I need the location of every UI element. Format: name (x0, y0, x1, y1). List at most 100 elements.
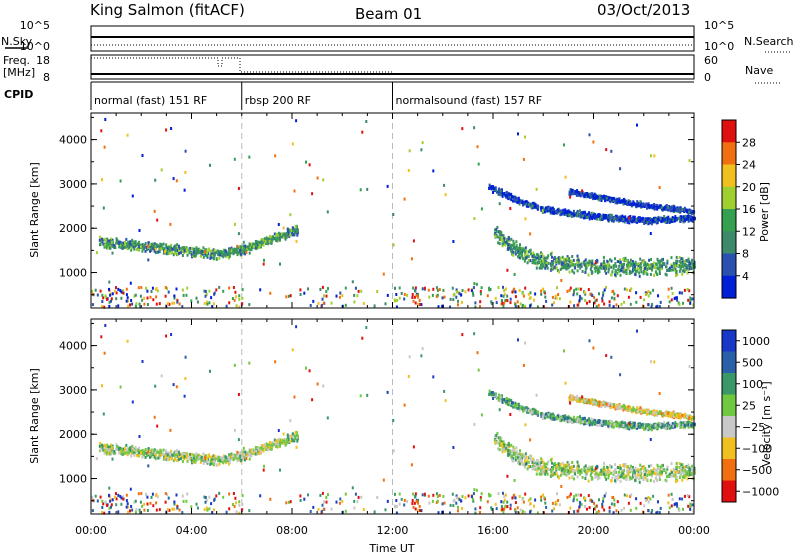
echo-cell (286, 440, 289, 443)
echo-cell (186, 459, 189, 463)
echo-cell (126, 133, 129, 137)
echo-cell (520, 459, 523, 463)
echo-cell (562, 467, 565, 471)
echo-cell (523, 465, 526, 469)
echo-cell (507, 443, 510, 447)
echo-cell (157, 244, 160, 248)
echo-cell (509, 297, 512, 301)
echo-cell (473, 126, 476, 130)
echo-cell (601, 469, 604, 473)
echo-cell (654, 472, 657, 476)
echo-cell (577, 258, 580, 262)
echo-cell (689, 217, 692, 221)
echo-cell (504, 449, 507, 453)
echo-cell (610, 273, 613, 277)
echo-cell (678, 462, 681, 465)
echo-cell (168, 457, 171, 461)
echo-cell (617, 475, 620, 479)
echo-cell (125, 293, 128, 297)
echo-cell (641, 203, 644, 207)
echo-cell (577, 287, 580, 291)
echo-cell (210, 457, 213, 461)
echo-cell (646, 474, 649, 478)
echo-cell (655, 203, 658, 207)
echo-cell (673, 205, 676, 209)
echo-cell (251, 244, 254, 248)
nsearch-label: N.Search (744, 35, 794, 48)
echo-cell (159, 450, 162, 454)
echo-cell (165, 243, 168, 247)
echo-cell (181, 305, 184, 309)
echo-cell (286, 435, 289, 439)
echo-cell (260, 242, 262, 246)
echo-cell (667, 287, 670, 291)
echo-cell (139, 294, 142, 298)
echo-cell (117, 241, 120, 245)
echo-cell (678, 291, 681, 295)
echo-cell (436, 288, 439, 292)
echo-cell (576, 214, 579, 218)
echo-cell (550, 260, 553, 264)
echo-cell (534, 202, 537, 206)
echo-cell (154, 457, 157, 461)
echo-cell (129, 281, 132, 285)
echo-cell (213, 456, 216, 460)
echo-cell (598, 270, 601, 274)
echo-cell (527, 204, 530, 208)
echo-cell (285, 441, 288, 445)
echo-cell (538, 257, 541, 261)
echo-cell (203, 289, 206, 293)
echo-cell (507, 449, 510, 453)
echo-cell (101, 178, 103, 182)
echo-cell (238, 305, 241, 309)
echo-cell (303, 291, 306, 295)
echo-cell (590, 417, 593, 421)
echo-cell (628, 427, 631, 431)
echo-cell (658, 478, 661, 481)
echo-cell (181, 249, 184, 253)
echo-cell (270, 447, 273, 451)
echo-cell (648, 258, 651, 262)
echo-cell (193, 254, 196, 258)
echo-cell (291, 432, 294, 436)
echo-cell (238, 294, 241, 298)
echo-cell (228, 248, 231, 252)
echo-cell (102, 448, 105, 452)
echo-cell (215, 463, 218, 467)
echo-cell (631, 217, 634, 221)
echo-cell (185, 293, 188, 297)
echo-cell (614, 463, 617, 467)
echo-cell (521, 454, 524, 458)
echo-cell (551, 469, 554, 473)
echo-cell (162, 242, 165, 246)
echo-cell (146, 289, 149, 293)
echo-cell (576, 269, 579, 273)
echo-cell (639, 471, 642, 475)
echo-cell (562, 263, 565, 267)
echo-cell (541, 209, 544, 213)
echo-cell (497, 189, 500, 193)
echo-cell (514, 198, 517, 202)
echo-cell (636, 475, 639, 479)
echo-cell (268, 445, 271, 449)
echo-cell (682, 215, 685, 219)
echo-cell (108, 448, 111, 452)
echo-cell (651, 303, 654, 306)
echo-cell (101, 237, 103, 241)
echo-cell (275, 445, 278, 448)
echo-cell (277, 437, 280, 441)
echo-cell (218, 285, 221, 289)
echo-cell (420, 303, 423, 307)
echo-cell (108, 287, 110, 291)
echo-cell (155, 295, 158, 299)
echo-cell (518, 256, 521, 260)
echo-cell (248, 303, 251, 307)
echo-cell (473, 282, 476, 286)
echo-cell (645, 477, 648, 481)
echo-cell (138, 449, 141, 453)
echo-cell (230, 455, 233, 459)
echo-cell (660, 472, 662, 476)
echo-cell (653, 219, 656, 223)
echo-cell (656, 219, 659, 223)
